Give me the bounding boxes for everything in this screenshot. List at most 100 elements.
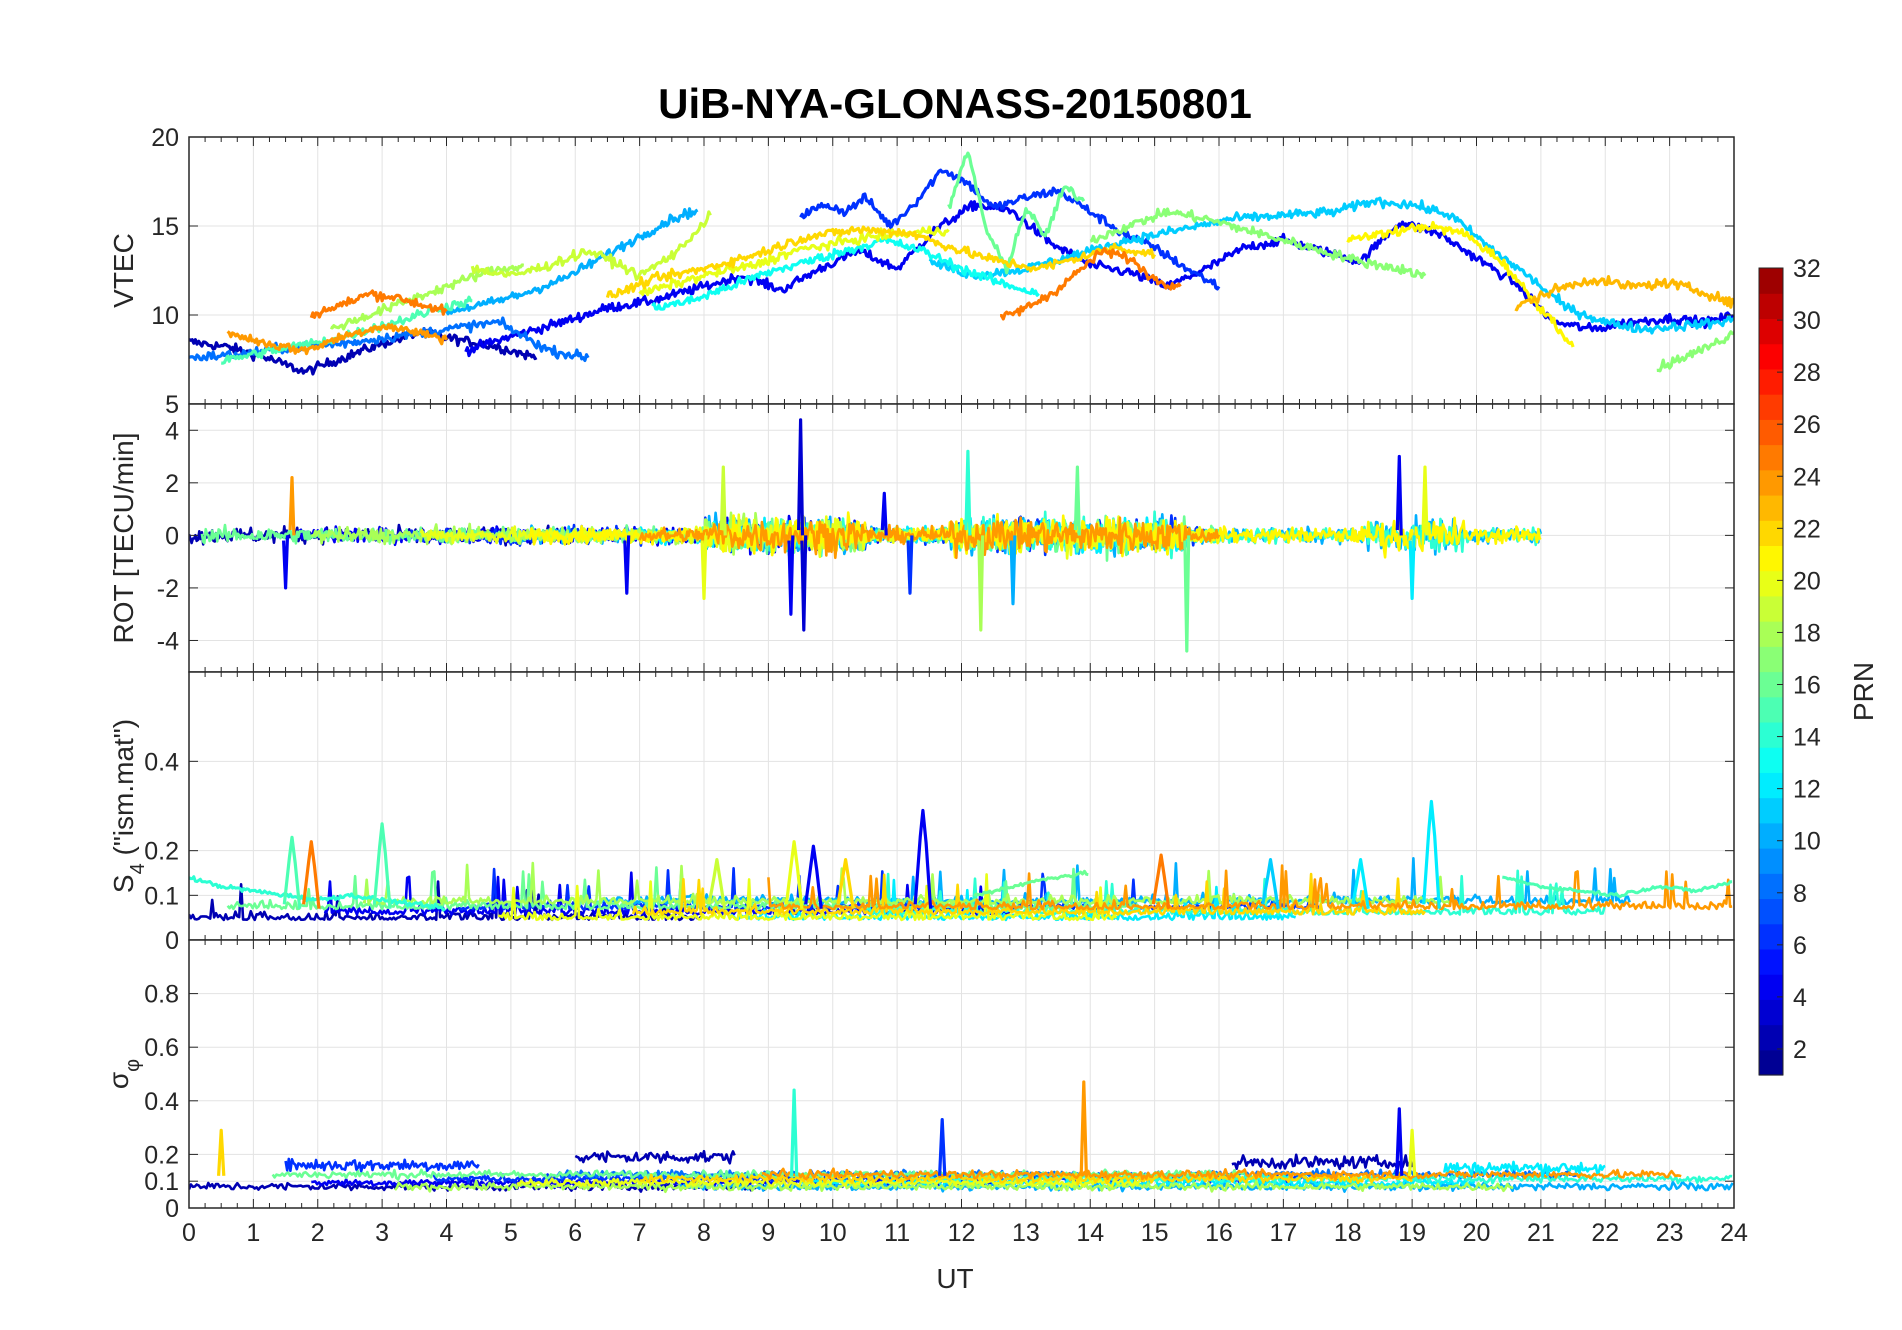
y-tick-label: 0 bbox=[165, 927, 179, 955]
rot-spike bbox=[282, 535, 290, 590]
x-tick-label: 2 bbox=[311, 1219, 325, 1247]
colorbar-segment bbox=[1759, 343, 1783, 370]
x-tick-label: 9 bbox=[761, 1219, 775, 1247]
x-tick-label: 15 bbox=[1141, 1219, 1169, 1247]
s4-series-line bbox=[631, 872, 1427, 916]
colorbar-tick-label: 18 bbox=[1793, 619, 1821, 647]
x-tick-label: 24 bbox=[1720, 1219, 1748, 1247]
colorbar-segment bbox=[1759, 469, 1783, 496]
colorbar-segment bbox=[1759, 318, 1783, 345]
sigma-peak bbox=[217, 1128, 226, 1176]
colorbar-tick-label: 4 bbox=[1793, 984, 1807, 1012]
panel-rot: -4 -2 0 2 4 ROT [TECU/min] bbox=[108, 403, 1735, 673]
vtec-series-line bbox=[1514, 275, 1734, 312]
s4-peak bbox=[1422, 799, 1441, 909]
colorbar-segment bbox=[1759, 595, 1783, 622]
y-tick-label: -2 bbox=[157, 575, 179, 603]
colorbar-frame bbox=[1758, 267, 1784, 1076]
y-tick-label: 20 bbox=[151, 124, 179, 152]
rot-spike bbox=[797, 418, 805, 536]
s4-peak bbox=[372, 822, 392, 909]
rot-spike bbox=[1009, 535, 1017, 606]
y-tick-label: 4 bbox=[165, 417, 179, 445]
colorbar-segment bbox=[1759, 1049, 1783, 1076]
s4-peak bbox=[1151, 853, 1171, 909]
colorbar-tick-label: 16 bbox=[1793, 672, 1821, 700]
x-tick-label: 22 bbox=[1591, 1219, 1619, 1247]
s4-peak bbox=[282, 835, 302, 909]
colorbar-label: PRN bbox=[1848, 662, 1879, 721]
x-tick-label: 1 bbox=[246, 1219, 260, 1247]
series-group bbox=[189, 799, 1733, 922]
y-tick-label: 2 bbox=[165, 470, 179, 498]
sigma-band-line bbox=[1231, 1153, 1414, 1172]
colorbar-tick-label: 24 bbox=[1793, 463, 1821, 491]
colorbar-segment bbox=[1759, 974, 1783, 1000]
s4-peak bbox=[1351, 858, 1370, 909]
colorbar-tick-label: 30 bbox=[1793, 307, 1821, 335]
y-tick-label: 0.4 bbox=[144, 1088, 179, 1116]
colorbar-segment bbox=[1759, 520, 1783, 547]
s4-peak bbox=[707, 858, 727, 909]
panel-vtec: 5 10 15 20 VTEC bbox=[108, 124, 1735, 419]
y-tick-label: 0.2 bbox=[144, 1141, 179, 1169]
colorbar-segment bbox=[1759, 368, 1783, 395]
y-axis-label: S4 ("ism.mat") bbox=[108, 719, 149, 893]
vtec-series-line bbox=[1000, 247, 1182, 321]
y-axis-label-subscript: 4 bbox=[127, 863, 149, 874]
colorbar-segment bbox=[1759, 873, 1783, 900]
x-tick-label: 23 bbox=[1656, 1219, 1684, 1247]
rot-spike bbox=[800, 535, 808, 632]
colorbar-segment bbox=[1759, 999, 1783, 1026]
x-tick-label: 18 bbox=[1334, 1219, 1362, 1247]
colorbar-tick-label: 28 bbox=[1793, 359, 1821, 387]
s4-series-line bbox=[497, 873, 1118, 922]
y-tick-label: 0.8 bbox=[144, 981, 179, 1009]
sigma-band-line bbox=[1443, 1160, 1606, 1178]
vtec-series-line bbox=[1089, 207, 1427, 279]
vtec-series-line bbox=[464, 200, 1734, 358]
sigma-peak bbox=[790, 1088, 799, 1176]
y-tick-label: 5 bbox=[165, 391, 179, 419]
y-tick-label: 0.1 bbox=[144, 882, 179, 910]
colorbar-segment bbox=[1759, 696, 1783, 723]
rot-series-line bbox=[638, 516, 1221, 560]
s4-peak bbox=[913, 808, 933, 909]
colorbar-tick-label: 12 bbox=[1793, 776, 1821, 804]
colorbar-segment bbox=[1759, 545, 1783, 572]
y-tick-label: 0.6 bbox=[144, 1034, 179, 1062]
x-tick-label: 19 bbox=[1398, 1219, 1426, 1247]
colorbar-segment bbox=[1759, 293, 1783, 320]
chart-title: UiB-NYA-GLONASS-20150801 bbox=[658, 80, 1252, 127]
colorbar-tick-label: 10 bbox=[1793, 828, 1821, 856]
s4-peak bbox=[804, 844, 823, 909]
sigma-series-line bbox=[761, 1167, 1682, 1181]
sigma-series-line bbox=[516, 1176, 1142, 1189]
colorbar-segment bbox=[1759, 1024, 1783, 1051]
y-tick-label: 10 bbox=[151, 302, 179, 330]
y-tick-label: 15 bbox=[151, 213, 179, 241]
colorbar-tick-label: 8 bbox=[1793, 880, 1807, 908]
x-tick-label: 10 bbox=[819, 1219, 847, 1247]
rot-spike bbox=[288, 476, 296, 536]
rot-spike bbox=[977, 535, 985, 632]
colorbar-segment bbox=[1759, 898, 1783, 925]
colorbar-segment bbox=[1759, 822, 1783, 849]
vtec-series-line bbox=[226, 323, 448, 356]
colorbar-tick-label: 2 bbox=[1793, 1036, 1807, 1064]
y-tick-label: 0.2 bbox=[144, 838, 179, 866]
y-tick-label: 0.1 bbox=[144, 1168, 179, 1196]
colorbar-segment bbox=[1759, 394, 1783, 420]
rot-spike bbox=[1408, 535, 1416, 600]
x-tick-label: 21 bbox=[1527, 1219, 1555, 1247]
x-axis-label: UT bbox=[936, 1263, 973, 1294]
x-tick-label: 17 bbox=[1269, 1219, 1297, 1247]
rot-spike bbox=[1421, 465, 1429, 536]
colorbar-segment bbox=[1759, 772, 1783, 799]
vtec-series-line bbox=[330, 263, 524, 331]
y-axis-label: VTEC bbox=[108, 233, 139, 308]
colorbar-segment bbox=[1759, 721, 1783, 748]
